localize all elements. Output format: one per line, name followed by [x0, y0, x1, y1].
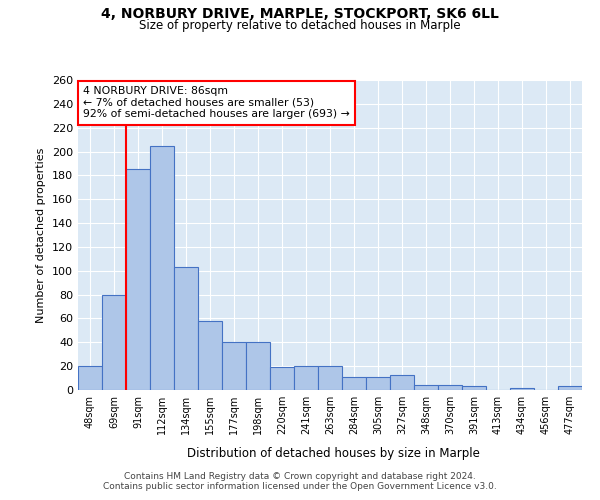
Bar — [318, 366, 342, 390]
Bar — [222, 342, 246, 390]
Bar — [558, 386, 582, 390]
Bar — [126, 170, 150, 390]
Bar — [390, 374, 414, 390]
Bar — [462, 386, 486, 390]
Bar — [198, 321, 222, 390]
Bar — [174, 267, 198, 390]
Bar — [414, 385, 438, 390]
Text: 4 NORBURY DRIVE: 86sqm
← 7% of detached houses are smaller (53)
92% of semi-deta: 4 NORBURY DRIVE: 86sqm ← 7% of detached … — [83, 86, 350, 120]
Bar — [510, 388, 534, 390]
Text: Contains public sector information licensed under the Open Government Licence v3: Contains public sector information licen… — [103, 482, 497, 491]
Bar — [78, 366, 102, 390]
Text: Distribution of detached houses by size in Marple: Distribution of detached houses by size … — [187, 448, 479, 460]
Bar — [150, 146, 174, 390]
Bar — [342, 377, 366, 390]
Bar — [102, 294, 126, 390]
Text: Size of property relative to detached houses in Marple: Size of property relative to detached ho… — [139, 19, 461, 32]
Text: Contains HM Land Registry data © Crown copyright and database right 2024.: Contains HM Land Registry data © Crown c… — [124, 472, 476, 481]
Text: 4, NORBURY DRIVE, MARPLE, STOCKPORT, SK6 6LL: 4, NORBURY DRIVE, MARPLE, STOCKPORT, SK6… — [101, 8, 499, 22]
Bar — [438, 385, 462, 390]
Bar — [246, 342, 270, 390]
Bar — [294, 366, 318, 390]
Bar — [366, 377, 390, 390]
Bar — [270, 368, 294, 390]
Y-axis label: Number of detached properties: Number of detached properties — [37, 148, 46, 322]
